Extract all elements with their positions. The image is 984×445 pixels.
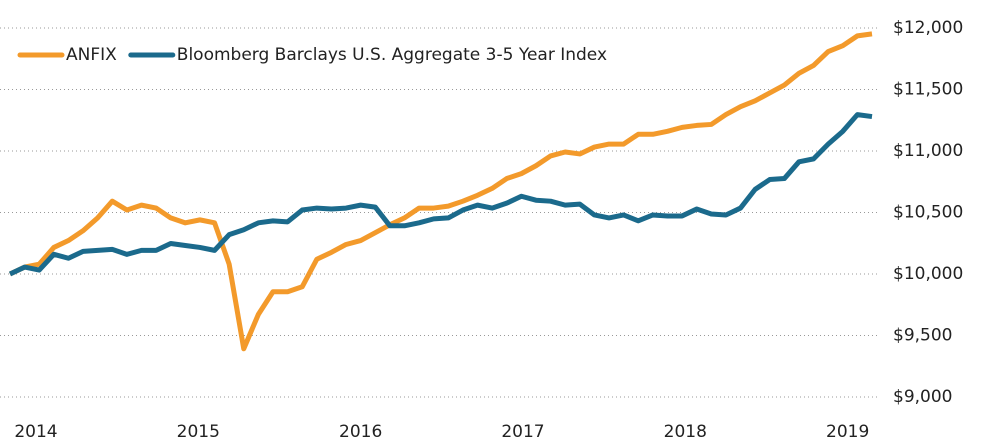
legend-label: Bloomberg Barclays U.S. Aggregate 3-5 Ye… (177, 45, 607, 65)
x-tick-label: 2015 (177, 422, 220, 442)
y-tick-label: $9,000 (893, 387, 952, 407)
y-tick-label: $12,000 (893, 18, 963, 38)
x-tick-label: 2018 (664, 422, 707, 442)
y-tick-label: $11,500 (893, 80, 963, 100)
line-series (8, 112, 873, 277)
x-tick-label: 2017 (501, 422, 544, 442)
line-series (8, 31, 873, 352)
legend-label: ANFIX (66, 45, 117, 65)
y-tick-label: $9,500 (893, 326, 952, 346)
x-tick-label: 2019 (826, 422, 869, 442)
y-tick-label: $11,000 (893, 141, 963, 161)
x-tick-label: 2014 (14, 422, 57, 442)
y-tick-label: $10,500 (893, 203, 963, 223)
y-tick-label: $10,000 (893, 264, 963, 284)
x-tick-label: 2016 (339, 422, 382, 442)
